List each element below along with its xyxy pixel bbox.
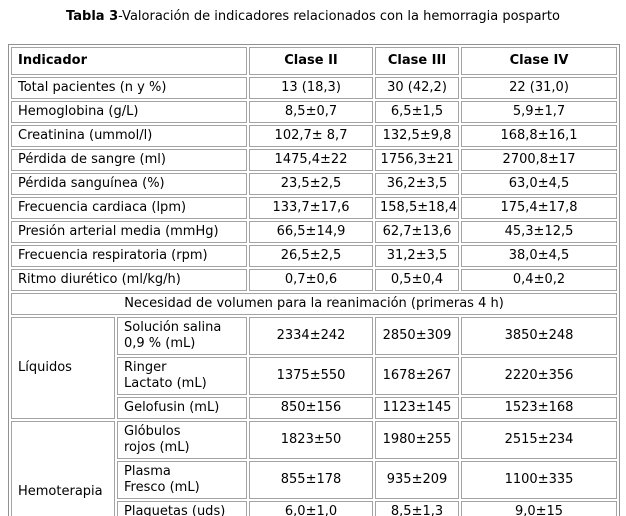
column-header-clase-3: Clase III xyxy=(375,47,460,75)
row-label: Presión arterial media (mmHg) xyxy=(11,221,248,243)
value-cell: 935±209 xyxy=(375,461,460,499)
value-cell: 1523±168 xyxy=(461,397,618,419)
value-cell: 1100±335 xyxy=(461,461,618,499)
row-label: Ritmo diurético (ml/kg/h) xyxy=(11,269,248,291)
row-label: Solución salina 0,9 % (mL) xyxy=(117,317,248,355)
value-cell: 1756,3±21 xyxy=(375,149,460,171)
group-label-liquidos: Líquidos xyxy=(11,317,115,419)
row-label: Creatinina (ummol/l) xyxy=(11,125,248,147)
value-cell: 62,7±13,6 xyxy=(375,221,460,243)
column-header-clase-4: Clase IV xyxy=(461,47,618,75)
section-row: Necesidad de volumen para la reanimación… xyxy=(11,293,618,315)
table-row: Creatinina (ummol/l) 102,7± 8,7 132,5±9,… xyxy=(11,125,618,147)
value-cell: 8,5±1,3 xyxy=(375,501,460,516)
value-cell: 5,9±1,7 xyxy=(461,101,618,123)
value-cell: 0,5±0,4 xyxy=(375,269,460,291)
value-cell: 0,4±0,2 xyxy=(461,269,618,291)
column-header-indicator: Indicador xyxy=(11,47,248,75)
value-cell: 132,5±9,8 xyxy=(375,125,460,147)
group-label-hemoterapia: Hemoterapia xyxy=(11,421,115,516)
value-cell: 175,4±17,8 xyxy=(461,197,618,219)
value-cell: 36,2±3,5 xyxy=(375,173,460,195)
table-title-number: Tabla 3 xyxy=(66,9,119,24)
value-cell: 6,0±1,0 xyxy=(249,501,374,516)
value-cell: 22 (31,0) xyxy=(461,77,618,99)
value-cell: 26,5±2,5 xyxy=(249,245,374,267)
value-cell: 2220±356 xyxy=(461,357,618,395)
value-cell: 1475,4±22 xyxy=(249,149,374,171)
table-title: Tabla 3-Valoración de indicadores relaci… xyxy=(6,9,620,25)
table-row: Plaquetas (uds) 6,0±1,0 8,5±1,3 9,0±15 xyxy=(11,501,618,516)
value-cell: 45,3±12,5 xyxy=(461,221,618,243)
table-row: Líquidos Solución salina 0,9 % (mL) 2334… xyxy=(11,317,618,419)
table-title-text: -Valoración de indicadores relacionados … xyxy=(118,9,560,24)
value-cell: 850±156 xyxy=(249,397,374,419)
table-row: Frecuencia respiratoria (rpm) 26,5±2,5 3… xyxy=(11,245,618,267)
value-cell: 9,0±15 xyxy=(461,501,618,516)
value-cell: 102,7± 8,7 xyxy=(249,125,374,147)
row-label: Frecuencia respiratoria (rpm) xyxy=(11,245,248,267)
value-cell: 2334±242 xyxy=(249,317,374,355)
table-row: Frecuencia cardiaca (lpm) 133,7±17,6 158… xyxy=(11,197,618,219)
value-cell: 38,0±4,5 xyxy=(461,245,618,267)
value-cell: 13 (18,3) xyxy=(249,77,374,99)
column-header-clase-2: Clase II xyxy=(249,47,374,75)
section-header: Necesidad de volumen para la reanimación… xyxy=(11,293,618,315)
row-label: Gelofusin (mL) xyxy=(117,397,248,419)
value-cell: 30 (42,2) xyxy=(375,77,460,99)
value-cell: 6,5±1,5 xyxy=(375,101,460,123)
header-row: Indicador Clase II Clase III Clase IV xyxy=(11,47,618,75)
table-row: Presión arterial media (mmHg) 66,5±14,9 … xyxy=(11,221,618,243)
value-cell: 66,5±14,9 xyxy=(249,221,374,243)
table-row: Ritmo diurético (ml/kg/h) 0,7±0,6 0,5±0,… xyxy=(11,269,618,291)
table-row: Plasma Fresco (mL) 855±178 935±209 1100±… xyxy=(11,461,618,499)
table-row: Hemoterapia Glóbulos rojos (mL) 1823±50 … xyxy=(11,421,618,516)
value-cell: 855±178 xyxy=(249,461,374,499)
indicators-table: Indicador Clase II Clase III Clase IV To… xyxy=(8,44,621,516)
table-row: Gelofusin (mL) 850±156 1123±145 1523±168 xyxy=(11,397,618,419)
row-label: Frecuencia cardiaca (lpm) xyxy=(11,197,248,219)
value-cell: 1375±550 xyxy=(249,357,374,395)
value-cell: 2700,8±17 xyxy=(461,149,618,171)
value-cell: 31,2±3,5 xyxy=(375,245,460,267)
row-label: Plasma Fresco (mL) xyxy=(117,461,248,499)
value-cell: 23,5±2,5 xyxy=(249,173,374,195)
value-cell: 158,5±18,4 xyxy=(375,197,460,219)
table-row: Hemoglobina (g/L) 8,5±0,7 6,5±1,5 5,9±1,… xyxy=(11,101,618,123)
value-cell: 3850±248 xyxy=(461,317,618,355)
value-cell: 1823±50 xyxy=(249,421,374,459)
row-label: Total pacientes (n y %) xyxy=(11,77,248,99)
value-cell: 63,0±4,5 xyxy=(461,173,618,195)
row-label: Pérdida sanguínea (%) xyxy=(11,173,248,195)
value-cell: 1980±255 xyxy=(375,421,460,459)
row-label: Ringer Lactato (mL) xyxy=(117,357,248,395)
row-label: Hemoglobina (g/L) xyxy=(11,101,248,123)
value-cell: 1123±145 xyxy=(375,397,460,419)
row-label: Pérdida de sangre (ml) xyxy=(11,149,248,171)
value-cell: 2850±309 xyxy=(375,317,460,355)
value-cell: 168,8±16,1 xyxy=(461,125,618,147)
value-cell: 133,7±17,6 xyxy=(249,197,374,219)
value-cell: 2515±234 xyxy=(461,421,618,459)
table-row: Total pacientes (n y %) 13 (18,3) 30 (42… xyxy=(11,77,618,99)
table-row: Ringer Lactato (mL) 1375±550 1678±267 22… xyxy=(11,357,618,395)
value-cell: 0,7±0,6 xyxy=(249,269,374,291)
row-label: Plaquetas (uds) xyxy=(117,501,248,516)
value-cell: 1678±267 xyxy=(375,357,460,395)
table-row: Pérdida sanguínea (%) 23,5±2,5 36,2±3,5 … xyxy=(11,173,618,195)
row-label: Glóbulos rojos (mL) xyxy=(117,421,248,459)
table-row: Pérdida de sangre (ml) 1475,4±22 1756,3±… xyxy=(11,149,618,171)
value-cell: 8,5±0,7 xyxy=(249,101,374,123)
